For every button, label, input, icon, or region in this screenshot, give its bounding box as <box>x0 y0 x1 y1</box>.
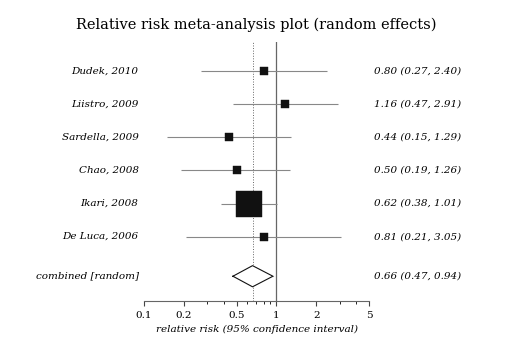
Text: 1.16 (0.47, 2.91): 1.16 (0.47, 2.91) <box>374 100 462 109</box>
Text: De Luca, 2006: De Luca, 2006 <box>63 232 139 241</box>
Polygon shape <box>233 266 273 287</box>
Text: 0.81 (0.21, 3.05): 0.81 (0.21, 3.05) <box>374 232 462 241</box>
Text: 0.80 (0.27, 2.40): 0.80 (0.27, 2.40) <box>374 67 462 76</box>
Text: 0.44 (0.15, 1.29): 0.44 (0.15, 1.29) <box>374 133 462 142</box>
Text: Chao, 2008: Chao, 2008 <box>78 166 139 175</box>
Text: combined [random]: combined [random] <box>35 272 139 281</box>
Text: 0.50 (0.19, 1.26): 0.50 (0.19, 1.26) <box>374 166 462 175</box>
Text: Ikari, 2008: Ikari, 2008 <box>81 199 139 208</box>
Text: Dudek, 2010: Dudek, 2010 <box>71 67 139 76</box>
Text: Relative risk meta-analysis plot (random effects): Relative risk meta-analysis plot (random… <box>76 17 437 32</box>
X-axis label: relative risk (95% confidence interval): relative risk (95% confidence interval) <box>155 325 358 335</box>
Text: 0.62 (0.38, 1.01): 0.62 (0.38, 1.01) <box>374 199 462 208</box>
Text: Sardella, 2009: Sardella, 2009 <box>62 133 139 142</box>
Text: 0.66 (0.47, 0.94): 0.66 (0.47, 0.94) <box>374 272 462 281</box>
Text: Liistro, 2009: Liistro, 2009 <box>71 100 139 109</box>
